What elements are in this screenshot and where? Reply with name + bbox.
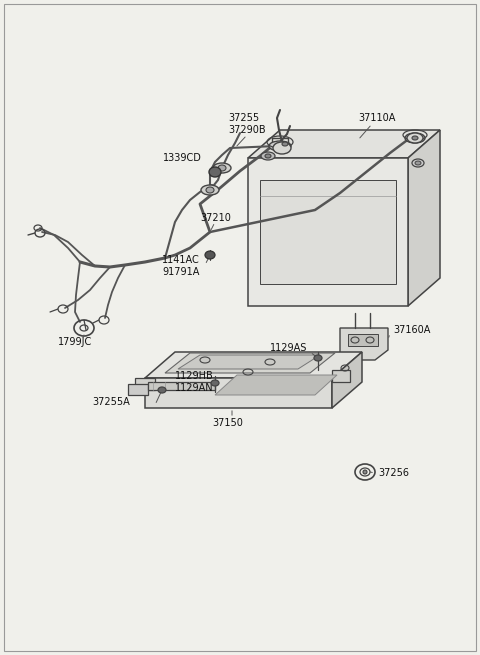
Ellipse shape	[206, 187, 214, 193]
Text: 37256: 37256	[378, 468, 409, 478]
Ellipse shape	[218, 165, 226, 171]
Ellipse shape	[201, 185, 219, 195]
Ellipse shape	[273, 142, 291, 154]
Ellipse shape	[363, 470, 367, 474]
Ellipse shape	[405, 133, 425, 143]
Text: 37210: 37210	[200, 213, 231, 223]
Text: 1141AC: 1141AC	[162, 255, 200, 265]
Ellipse shape	[407, 133, 423, 143]
Polygon shape	[148, 382, 215, 390]
Polygon shape	[128, 384, 148, 395]
Text: 37110A: 37110A	[358, 113, 396, 123]
Ellipse shape	[158, 387, 166, 393]
Ellipse shape	[261, 152, 275, 160]
Polygon shape	[135, 378, 155, 390]
Ellipse shape	[314, 355, 322, 361]
Ellipse shape	[205, 251, 215, 259]
Ellipse shape	[415, 161, 421, 165]
Ellipse shape	[410, 135, 420, 141]
Ellipse shape	[265, 154, 271, 158]
Text: 1129HB: 1129HB	[175, 371, 214, 381]
Polygon shape	[332, 370, 350, 382]
Ellipse shape	[282, 142, 288, 146]
Ellipse shape	[209, 167, 221, 177]
Polygon shape	[215, 375, 337, 395]
Polygon shape	[145, 352, 362, 378]
Polygon shape	[145, 378, 332, 408]
Ellipse shape	[412, 159, 424, 167]
Polygon shape	[340, 328, 388, 360]
Text: 1799JC: 1799JC	[58, 337, 92, 347]
Text: 1129AS: 1129AS	[270, 343, 307, 353]
Text: 91791A: 91791A	[162, 267, 199, 277]
Ellipse shape	[211, 380, 219, 386]
Polygon shape	[408, 130, 440, 306]
Polygon shape	[332, 352, 362, 408]
Ellipse shape	[269, 141, 291, 151]
Text: 37290B: 37290B	[228, 125, 265, 135]
Bar	[260, 180, 396, 284]
Text: 1129AN: 1129AN	[175, 383, 214, 393]
Text: 37150: 37150	[213, 418, 243, 428]
Ellipse shape	[213, 163, 231, 173]
Text: 37255A: 37255A	[92, 397, 130, 407]
Polygon shape	[348, 334, 378, 346]
Text: 1339CD: 1339CD	[163, 153, 202, 163]
Ellipse shape	[412, 136, 418, 140]
Polygon shape	[165, 353, 335, 373]
Polygon shape	[248, 130, 440, 158]
Text: 37160A: 37160A	[393, 325, 431, 335]
Polygon shape	[248, 158, 408, 306]
Ellipse shape	[274, 143, 286, 149]
Text: 37255: 37255	[228, 113, 259, 123]
Polygon shape	[178, 355, 320, 369]
